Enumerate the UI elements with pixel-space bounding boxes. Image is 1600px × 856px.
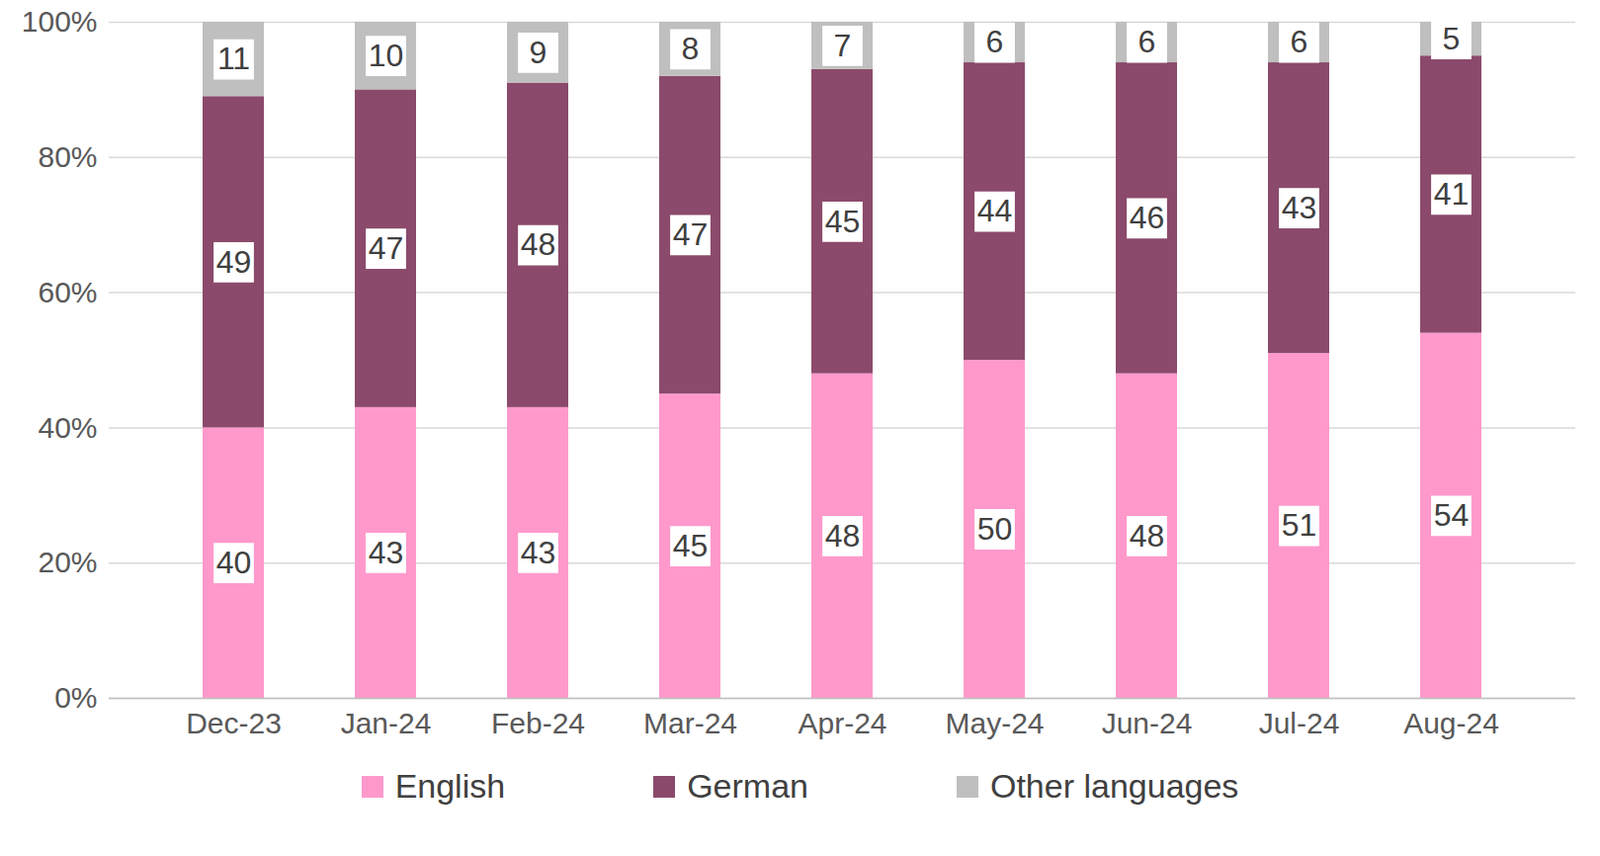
- svg-text:6: 6: [986, 23, 1005, 60]
- svg-text:8: 8: [681, 30, 700, 67]
- svg-text:11: 11: [217, 40, 251, 77]
- svg-text:0%: 0%: [54, 680, 97, 714]
- svg-text:20%: 20%: [37, 545, 97, 579]
- svg-text:51: 51: [1281, 506, 1318, 543]
- svg-text:60%: 60%: [37, 275, 97, 309]
- html-text:Other languages: Other languages: [990, 766, 1239, 805]
- svg-text:7: 7: [834, 27, 852, 64]
- svg-text:6: 6: [1290, 23, 1309, 60]
- svg-text:6: 6: [1138, 23, 1157, 60]
- svg-text:43: 43: [520, 534, 557, 571]
- svg-text:Aug-24: Aug-24: [1403, 706, 1500, 740]
- svg-text:80%: 80%: [37, 140, 97, 173]
- svg-text:Dec-23: Dec-23: [185, 706, 282, 740]
- svg-text:50: 50: [977, 510, 1013, 547]
- svg-text:43: 43: [1281, 189, 1318, 226]
- svg-text:49: 49: [216, 244, 253, 280]
- svg-text:5: 5: [1442, 20, 1461, 57]
- svg-text:48: 48: [1129, 517, 1166, 554]
- svg-text:May-24: May-24: [944, 706, 1044, 740]
- svg-text:43: 43: [368, 534, 405, 571]
- svg-text:Jan-24: Jan-24: [340, 706, 432, 740]
- svg-text:45: 45: [825, 203, 861, 240]
- svg-text:Apr-24: Apr-24: [797, 706, 887, 740]
- html-text:English: English: [394, 766, 506, 805]
- svg-text:100%: 100%: [21, 4, 98, 38]
- svg-text:41: 41: [1433, 175, 1470, 212]
- svg-text:9: 9: [529, 34, 548, 71]
- svg-text:44: 44: [977, 192, 1013, 229]
- svg-text:54: 54: [1433, 497, 1470, 533]
- svg-text:45: 45: [673, 527, 709, 564]
- svg-text:Jul-24: Jul-24: [1259, 706, 1341, 740]
- svg-text:10: 10: [368, 37, 405, 74]
- svg-text:48: 48: [520, 226, 557, 262]
- svg-text:47: 47: [368, 230, 405, 266]
- svg-text:Feb-24: Feb-24: [491, 706, 586, 740]
- svg-text:Mar-24: Mar-24: [643, 706, 738, 740]
- svg-text:48: 48: [825, 517, 861, 554]
- svg-text:40%: 40%: [37, 411, 97, 444]
- svg-text:46: 46: [1129, 199, 1166, 236]
- svg-text:Jun-24: Jun-24: [1101, 706, 1193, 740]
- svg-text:40: 40: [216, 544, 253, 581]
- html-text:German: German: [686, 766, 809, 805]
- svg-text:47: 47: [673, 216, 709, 253]
